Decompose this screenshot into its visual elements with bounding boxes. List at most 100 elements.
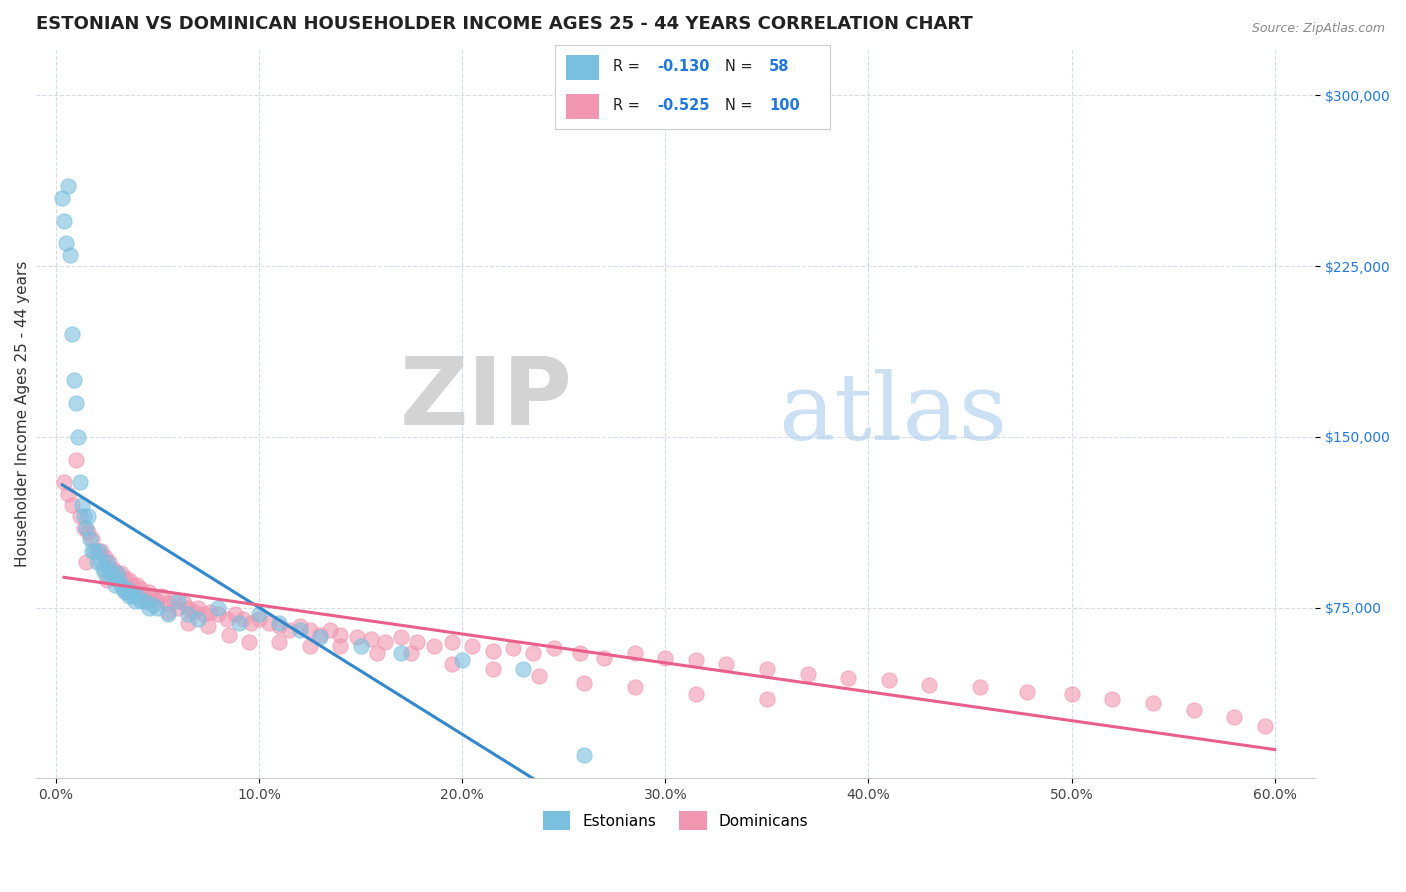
Point <box>207 607 229 622</box>
Point <box>685 687 707 701</box>
Point <box>269 634 291 648</box>
Point <box>224 607 246 622</box>
Point <box>129 593 152 607</box>
Point <box>127 589 149 603</box>
Point <box>177 600 200 615</box>
Point <box>1142 696 1164 710</box>
Point <box>593 650 616 665</box>
Point <box>389 646 412 660</box>
Point <box>90 543 112 558</box>
Point <box>134 593 156 607</box>
Point <box>86 555 108 569</box>
Point <box>114 584 136 599</box>
Point <box>218 628 240 642</box>
Point <box>77 509 100 524</box>
Point <box>83 543 105 558</box>
Point <box>401 646 423 660</box>
Text: 100: 100 <box>769 98 800 113</box>
Point <box>59 248 82 262</box>
Point <box>156 607 179 622</box>
Point <box>543 641 565 656</box>
Point <box>101 571 124 585</box>
Point <box>136 593 159 607</box>
Point <box>138 600 160 615</box>
Point <box>122 589 145 603</box>
Point <box>288 624 311 638</box>
Point <box>1101 691 1123 706</box>
Point <box>82 543 104 558</box>
Point <box>193 607 215 622</box>
Text: Source: ZipAtlas.com: Source: ZipAtlas.com <box>1251 22 1385 36</box>
Point <box>298 639 321 653</box>
Point <box>105 566 128 581</box>
Point <box>51 191 73 205</box>
Point <box>389 630 412 644</box>
Point <box>134 589 156 603</box>
Point <box>572 748 595 763</box>
Point <box>60 327 83 342</box>
Point <box>105 566 128 581</box>
Point <box>1015 684 1038 698</box>
Point <box>329 628 352 642</box>
Text: R =: R = <box>613 59 644 74</box>
Point <box>124 593 146 607</box>
Point <box>65 452 87 467</box>
Point <box>138 584 160 599</box>
Point <box>187 612 209 626</box>
Point <box>529 669 551 683</box>
Point <box>110 578 132 592</box>
Point <box>86 543 108 558</box>
Point <box>87 543 110 558</box>
FancyBboxPatch shape <box>567 54 599 80</box>
Point <box>63 373 86 387</box>
Point <box>349 639 371 653</box>
Point <box>837 671 859 685</box>
Point <box>111 582 134 597</box>
Point <box>108 573 131 587</box>
Point <box>796 666 818 681</box>
Point <box>73 521 96 535</box>
Text: R =: R = <box>613 98 644 113</box>
Point <box>146 593 169 607</box>
Point <box>877 673 900 688</box>
Point <box>53 475 76 490</box>
Point <box>288 618 311 632</box>
Point <box>197 618 219 632</box>
Point <box>53 213 76 227</box>
Point <box>69 509 91 524</box>
Point <box>101 562 124 576</box>
Text: atlas: atlas <box>778 369 1007 459</box>
Point <box>96 573 118 587</box>
Point <box>79 533 101 547</box>
Point <box>238 634 260 648</box>
Point <box>156 605 179 619</box>
Point <box>257 616 280 631</box>
Point <box>173 596 195 610</box>
Point <box>502 641 524 656</box>
Point <box>72 498 94 512</box>
Point <box>406 634 429 648</box>
Point <box>228 616 250 631</box>
Point <box>69 475 91 490</box>
Point <box>96 555 118 569</box>
Point <box>239 616 262 631</box>
Point <box>75 521 97 535</box>
Point <box>114 571 136 585</box>
Point <box>755 662 778 676</box>
Point <box>115 582 138 597</box>
Text: ZIP: ZIP <box>401 353 574 445</box>
Point <box>1060 687 1083 701</box>
Point <box>97 562 120 576</box>
Point <box>177 616 200 631</box>
Point <box>104 578 127 592</box>
Point <box>360 632 382 647</box>
Point <box>422 639 444 653</box>
Point <box>309 630 332 644</box>
Point <box>65 395 87 409</box>
Point <box>309 628 332 642</box>
Point <box>187 600 209 615</box>
Point <box>142 589 165 603</box>
Point <box>163 593 186 607</box>
Point <box>200 605 222 619</box>
Point <box>93 566 115 581</box>
